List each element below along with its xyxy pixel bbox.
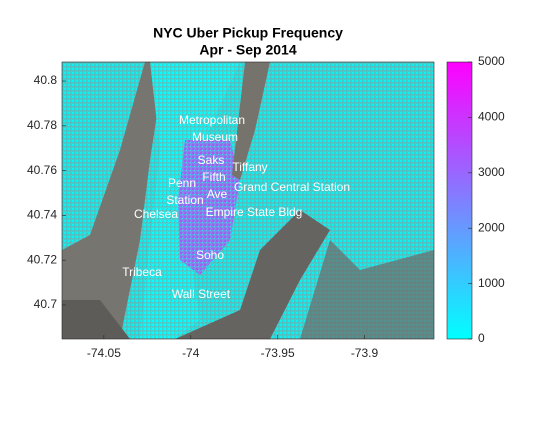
- y-tick-label: 40.72: [27, 252, 57, 266]
- y-tick-label: 40.7: [34, 297, 58, 311]
- annotation: Tiffany: [232, 160, 267, 174]
- colorbar-tick-label: 1000: [478, 276, 505, 290]
- x-tick-label: -74.05: [87, 346, 121, 360]
- colorbar-tick-label: 2000: [478, 220, 505, 234]
- annotation: Museum: [192, 130, 238, 144]
- y-tick-label: 40.76: [27, 163, 57, 177]
- chart-subtitle: Apr - Sep 2014: [199, 42, 296, 58]
- colorbar-tick-label: 3000: [478, 165, 505, 179]
- annotation: Penn: [168, 176, 196, 190]
- axes-frame: [61, 61, 435, 340]
- annotation: Metropolitan: [179, 113, 245, 127]
- chart-title: NYC Uber Pickup Frequency: [153, 25, 343, 41]
- colorbar-tick-label: 5000: [478, 54, 505, 68]
- annotation: Wall Street: [172, 287, 231, 301]
- y-tick-label: 40.74: [27, 208, 57, 222]
- x-tick-label: -74: [182, 346, 200, 360]
- annotation: Grand Central Station: [234, 180, 350, 194]
- annotation: Empire State Bldg: [206, 205, 303, 219]
- colorbar-tick-label: 0: [478, 331, 485, 345]
- annotation: Soho: [196, 248, 224, 262]
- annotation: Chelsea: [134, 207, 178, 221]
- x-tick-label: -73.9: [351, 346, 379, 360]
- colorbar: [446, 61, 473, 340]
- annotation: Ave: [207, 187, 228, 201]
- annotation: Station: [166, 193, 203, 207]
- map-background: [62, 62, 434, 339]
- y-tick-label: 40.78: [27, 118, 57, 132]
- x-tick-label: -73.95: [261, 346, 295, 360]
- y-tick-label: 40.8: [34, 73, 58, 87]
- annotation: Tribeca: [122, 265, 162, 279]
- annotation: Fifth: [202, 170, 225, 184]
- annotation: Saks: [198, 153, 225, 167]
- colorbar-tick-label: 4000: [478, 110, 505, 124]
